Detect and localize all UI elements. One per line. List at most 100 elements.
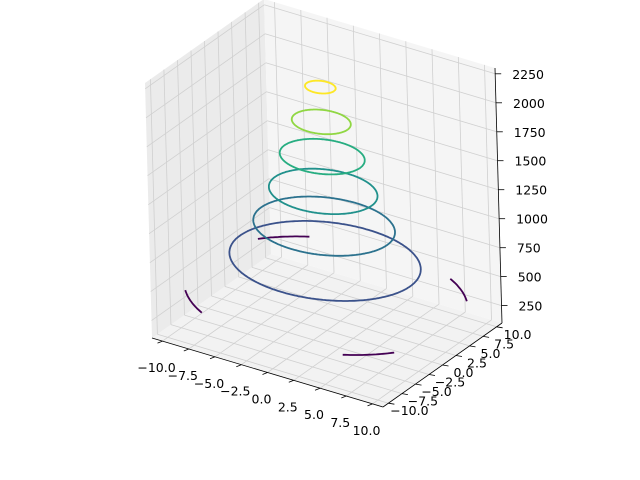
y-tick-label: 2.5 <box>467 356 487 371</box>
y-tick <box>455 355 463 357</box>
z-tick-label: 1500 <box>515 154 547 169</box>
z-gridline-left <box>145 33 266 119</box>
y-gridline-left <box>177 60 185 316</box>
y-gridline-left <box>204 40 212 297</box>
x-tick <box>236 364 242 368</box>
z-gridline-left <box>150 207 270 292</box>
z-tick-label: 2000 <box>513 96 545 111</box>
y-gridline-left <box>163 69 172 325</box>
contour-level-3 <box>252 195 396 257</box>
y-tick-label: −2.5 <box>435 375 465 390</box>
contour-level-1 <box>449 278 468 302</box>
y-gridline-floor <box>170 324 403 394</box>
contour-lines <box>184 79 468 356</box>
y-gridline-floor <box>157 333 389 404</box>
y-tick <box>496 326 503 329</box>
x-tick-label: −7.5 <box>168 368 198 383</box>
contour-level-4 <box>267 167 379 216</box>
z-gridline-left <box>144 4 265 90</box>
z-gridline-back <box>268 178 501 249</box>
y-tick <box>388 402 395 405</box>
x-gridline-back <box>352 25 361 281</box>
z-gridline-back <box>264 33 497 104</box>
x-tick-label: 5.0 <box>304 407 324 422</box>
z-tick-label: 250 <box>519 299 543 314</box>
z-tick-label: 500 <box>518 270 542 285</box>
z-gridline-back <box>267 120 499 191</box>
z-gridline-left <box>148 120 268 206</box>
x-tick <box>209 356 216 360</box>
x-gridline-back <box>405 41 414 297</box>
y-tick-label: −7.5 <box>408 394 438 409</box>
y-gridline-left <box>190 50 199 306</box>
z-tick-label: 1750 <box>514 125 546 140</box>
x-gridline-back <box>274 2 282 258</box>
contour-level-1 <box>342 351 395 356</box>
z-gridline-back <box>264 4 496 75</box>
y-gridline-left <box>244 12 253 268</box>
x-tick <box>367 403 373 407</box>
x-tick <box>157 340 163 344</box>
contour-level-5 <box>278 137 366 176</box>
y-gridline-floor <box>197 305 430 375</box>
y-gridline-left <box>231 21 239 277</box>
x-gridline-back <box>300 9 309 266</box>
z-tick-label: 750 <box>517 241 541 256</box>
y-gridline-left <box>217 31 226 287</box>
contour-level-7 <box>304 79 337 95</box>
y-tick-label: 7.5 <box>494 336 514 351</box>
contour-level-1 <box>184 289 203 314</box>
x-tick-label: 0.0 <box>252 392 272 407</box>
x-tick <box>262 372 268 375</box>
z-gridline-left <box>149 178 270 264</box>
y-gridline-floor <box>211 295 443 366</box>
y-gridline-left <box>258 2 266 258</box>
y-tick <box>483 336 490 338</box>
y-tick <box>428 374 436 376</box>
tick-marks: −10.0−7.5−5.0−2.50.02.55.07.510.0−10.0−7… <box>137 67 548 438</box>
x-tick <box>183 348 189 352</box>
z-gridline-back <box>269 207 501 277</box>
y-gridline-floor <box>251 267 484 337</box>
x-tick-label: 2.5 <box>278 399 298 414</box>
z-tick-label: 1250 <box>515 183 547 198</box>
y-tick <box>401 393 408 395</box>
y-gridline-left <box>150 79 158 335</box>
z-gridline-left <box>151 236 271 321</box>
y-tick-label: 0.0 <box>454 365 474 380</box>
x-tick-label: 7.5 <box>330 415 350 430</box>
y-gridline-floor <box>184 314 416 385</box>
z-tick-label: 1000 <box>516 212 548 227</box>
z-tick-label: 2250 <box>512 67 544 82</box>
x-tick <box>314 387 321 391</box>
x-tick-label: −10.0 <box>137 360 175 375</box>
y-tick <box>469 345 476 348</box>
x-gridline-back <box>484 64 492 320</box>
z-gridline-back <box>267 149 500 220</box>
z-gridline-left <box>147 91 267 177</box>
y-tick <box>442 364 449 367</box>
y-gridline-floor <box>265 257 497 328</box>
z-gridline-back <box>265 62 497 133</box>
x-gridline-back <box>457 56 466 313</box>
y-tick-label: 5.0 <box>481 346 501 361</box>
contour-level-6 <box>290 108 352 136</box>
y-gridline-floor <box>238 276 470 347</box>
x-tick-label: −2.5 <box>220 384 250 399</box>
x-tick <box>341 395 347 399</box>
y-tick-label: 10.0 <box>504 327 532 342</box>
y-tick <box>415 383 422 386</box>
y-tick-label: −5.0 <box>421 384 451 399</box>
x-tick-label: 10.0 <box>353 423 381 438</box>
x-tick <box>288 379 294 383</box>
z-gridline-back <box>266 91 498 162</box>
x-tick-label: −5.0 <box>194 376 224 391</box>
z-axis-line <box>494 67 503 324</box>
contour-level-2 <box>228 219 422 302</box>
z-gridline-left <box>146 62 267 148</box>
x-gridline-back <box>431 49 440 305</box>
z-gridline-left <box>148 149 269 235</box>
y-gridline-floor <box>224 286 457 356</box>
